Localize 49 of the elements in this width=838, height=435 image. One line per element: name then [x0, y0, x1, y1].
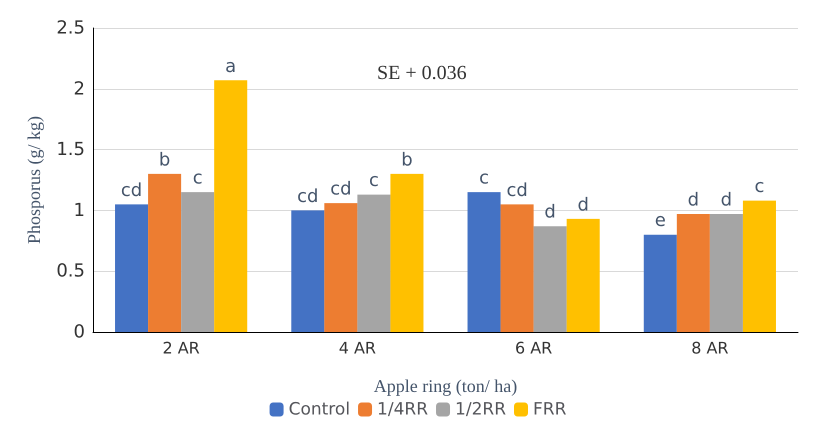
x-tick-label: 2 AR	[162, 338, 200, 358]
bar	[291, 210, 324, 332]
y-tick-label: 1.5	[56, 139, 85, 160]
y-tick-label: 1	[74, 200, 85, 221]
bar	[357, 194, 390, 332]
x-tick-label: 8 AR	[691, 338, 729, 358]
data-label: b	[158, 149, 170, 170]
legend-label: 1/2RR	[455, 400, 506, 420]
data-label: c	[368, 170, 379, 192]
bar	[214, 80, 248, 332]
data-label: b	[401, 149, 413, 170]
data-label: d	[544, 202, 556, 223]
y-tick-label: 0	[74, 322, 85, 342]
bar	[676, 214, 710, 332]
bar	[644, 234, 677, 332]
bar	[148, 174, 182, 332]
bar	[181, 192, 214, 332]
data-label: d	[577, 194, 589, 216]
x-axis-title: Apple ring (ton/ ha)	[374, 376, 518, 396]
data-label: cd	[506, 180, 528, 201]
legend-label: Control	[288, 400, 350, 420]
bar	[534, 226, 567, 332]
legend-label: 1/4RR	[377, 400, 428, 420]
bar	[500, 204, 534, 332]
bar	[742, 200, 776, 332]
y-axis-title: Phosporus (g/ kg)	[24, 116, 44, 244]
y-tick-label: 0.5	[56, 260, 85, 282]
data-label: c	[192, 168, 203, 189]
bar	[468, 192, 501, 332]
data-label: c	[479, 168, 490, 189]
x-tick-label: 4 AR	[338, 338, 376, 358]
data-label: c	[754, 176, 764, 198]
data-label: a	[225, 56, 236, 77]
data-label: e	[654, 210, 666, 232]
y-tick-label: 2	[74, 78, 85, 100]
legend-label: FRR	[533, 400, 567, 420]
bar	[324, 203, 358, 332]
data-label: d	[688, 190, 700, 211]
bar	[115, 204, 148, 332]
data-label: cd	[330, 178, 352, 200]
bar	[390, 174, 424, 332]
annotation: SE + 0.036	[377, 62, 467, 84]
y-tick-label: 2.5	[56, 18, 85, 38]
bar	[566, 218, 600, 332]
data-label: cd	[120, 180, 142, 201]
data-label: d	[720, 190, 732, 211]
data-label: cd	[297, 186, 318, 207]
bar	[710, 214, 743, 332]
x-tick-label: 6 AR	[514, 338, 552, 358]
